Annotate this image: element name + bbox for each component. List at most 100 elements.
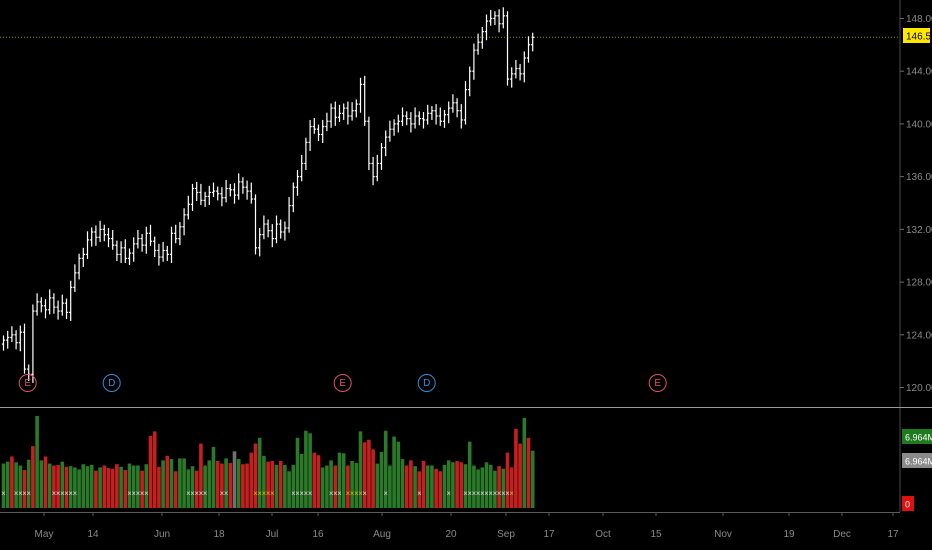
earnings-event-marker: E — [333, 374, 352, 392]
event-marker-circle — [333, 374, 352, 392]
volume-bar — [199, 443, 203, 508]
x-tick-label: Aug — [373, 529, 391, 540]
price-bar — [77, 253, 81, 280]
price-bar — [434, 104, 438, 125]
volume-signal-marker: × — [304, 489, 309, 498]
price-bar — [148, 224, 153, 246]
price-bar — [438, 107, 442, 126]
price-bar — [274, 215, 279, 244]
price-bar — [472, 43, 476, 80]
volume-bar — [501, 468, 506, 508]
price-bar — [186, 195, 190, 220]
volume-bar — [354, 462, 359, 508]
volume-signal-marker: × — [136, 489, 141, 498]
event-marker-label: E — [339, 378, 346, 389]
volume-signal-marker: × — [350, 489, 355, 498]
volume-bar — [73, 467, 77, 508]
volume-bar — [236, 459, 241, 508]
price-bar — [321, 119, 325, 144]
volume-signal-marker: × — [354, 489, 359, 498]
volume-bar — [5, 461, 10, 508]
volume-bar — [228, 462, 233, 508]
volume-axis-badge — [902, 429, 932, 444]
price-bar — [90, 227, 94, 247]
volume-bar — [509, 467, 514, 508]
volume-axis-label: 6.964M — [905, 433, 932, 443]
price-bar — [60, 294, 64, 316]
volume-bar — [257, 437, 262, 508]
price-bar — [216, 186, 220, 201]
volume-bar — [186, 469, 191, 508]
price-bar — [337, 104, 342, 122]
price-bar — [224, 179, 228, 203]
price-bar — [169, 226, 174, 263]
volume-signal-marker: × — [291, 489, 296, 498]
price-bar — [468, 66, 472, 97]
volume-bar — [476, 469, 480, 508]
price-bar — [325, 112, 329, 132]
price-bar — [237, 173, 241, 200]
price-bar — [52, 293, 56, 314]
x-tick-label: 20 — [445, 529, 457, 540]
volume-bar — [207, 460, 212, 508]
volume-signal-marker: × — [52, 489, 57, 498]
price-bar — [106, 228, 111, 248]
volume-bar — [459, 462, 464, 508]
price-bar — [463, 81, 468, 125]
price-bar — [48, 289, 52, 315]
price-bar — [35, 293, 39, 316]
price-bar — [94, 225, 98, 246]
price-bar — [232, 183, 237, 204]
price-bar — [300, 154, 304, 182]
volume-bar — [404, 465, 409, 508]
event-marker-circle — [102, 374, 121, 392]
volume-bar — [442, 464, 447, 508]
volume-signal-marker: × — [295, 489, 300, 498]
volume-bar — [89, 464, 94, 508]
price-bar — [56, 300, 60, 320]
volume-bar — [371, 449, 375, 508]
price-bar — [10, 326, 14, 343]
volume-signal-marker: × — [467, 489, 472, 498]
volume-bar — [253, 443, 258, 508]
x-tick-label: Sep — [497, 529, 515, 540]
price-bar — [140, 233, 144, 252]
volume-bar — [434, 468, 438, 508]
price-bar — [455, 98, 459, 118]
volume-bar — [413, 466, 417, 508]
price-bar — [367, 116, 371, 171]
price-bar — [526, 36, 531, 63]
volume-bar — [173, 471, 178, 508]
volume-signal-marker: × — [333, 489, 338, 498]
volume-bar — [417, 471, 422, 508]
price-bar — [396, 114, 400, 133]
price-bar — [308, 119, 312, 151]
price-bar — [14, 330, 18, 350]
volume-signal-marker: × — [270, 489, 275, 498]
price-bar — [22, 323, 27, 374]
volume-signal-marker: × — [203, 489, 208, 498]
volume-bar — [123, 470, 128, 508]
x-tick-label: Nov — [714, 529, 732, 540]
volume-signal-marker: × — [224, 489, 229, 498]
volume-bar — [220, 463, 224, 508]
volume-bar — [39, 460, 44, 508]
volume-bar — [379, 451, 384, 508]
price-bar — [43, 299, 48, 319]
x-tick-label: 16 — [312, 529, 324, 540]
volume-bar — [438, 471, 443, 508]
volume-bar — [514, 428, 518, 508]
volume-bar — [425, 465, 430, 508]
volume-signal-marker: × — [186, 489, 191, 498]
volume-bar — [287, 471, 291, 508]
price-bar — [304, 137, 308, 171]
volume-bar — [320, 467, 325, 508]
volume-bar — [362, 442, 367, 508]
volume-bar — [325, 465, 329, 508]
volume-bar — [31, 446, 35, 508]
price-bar — [73, 264, 77, 292]
volume-bar — [312, 452, 317, 508]
price-bar — [388, 120, 392, 142]
price-bar — [384, 130, 388, 157]
